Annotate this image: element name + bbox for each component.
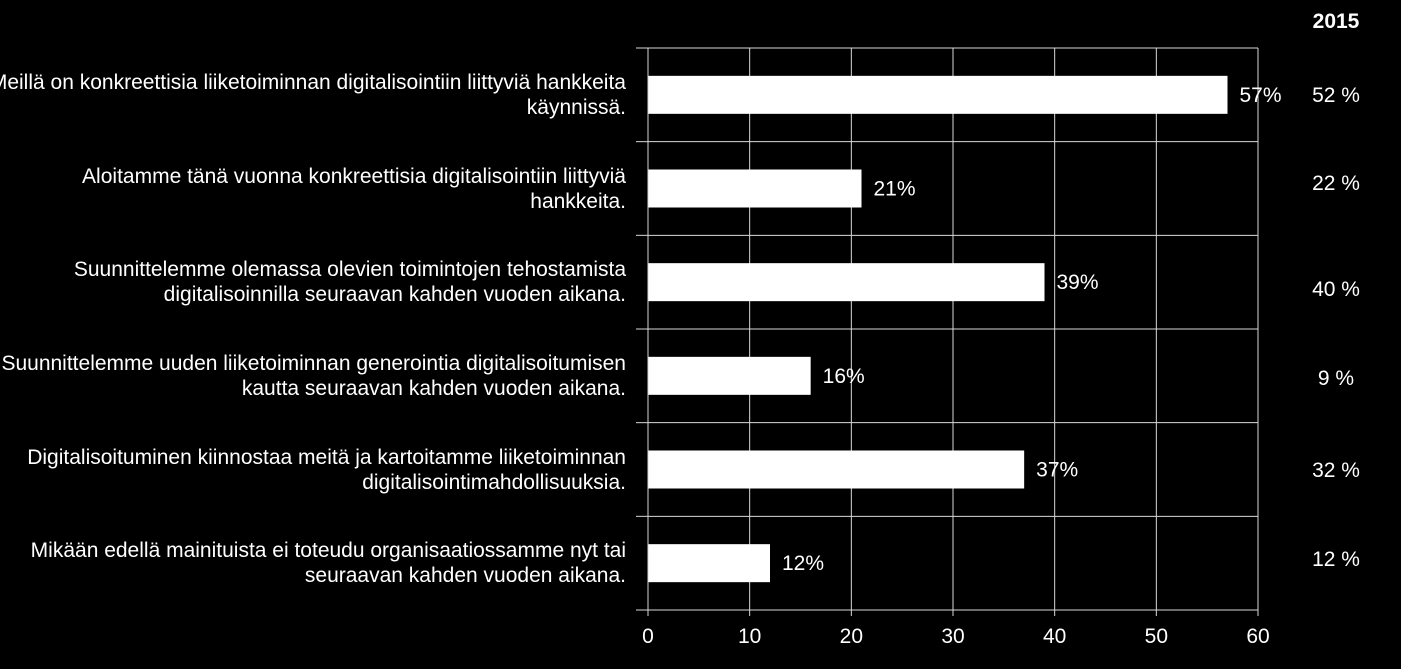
bar: [648, 263, 1045, 302]
bar: [648, 75, 1228, 114]
data-label: 39%: [1057, 271, 1099, 294]
category-label: Suunnittelemme olemassa olevien toiminto…: [73, 258, 626, 307]
x-tick-label: 30: [941, 625, 964, 648]
comparison-value: 40 %: [1312, 278, 1360, 301]
comparison-value: 9 %: [1317, 367, 1355, 390]
bar: [648, 450, 1025, 489]
bar: [648, 544, 770, 583]
x-tick-label: 10: [738, 625, 761, 648]
bar-layer: [648, 75, 1228, 583]
x-tick-label: 40: [1043, 625, 1066, 648]
data-label-layer: 57% 21% 39% 16% 37% 12%: [782, 84, 1282, 575]
data-label: 57%: [1240, 84, 1282, 107]
comparison-value: 22 %: [1312, 172, 1360, 195]
category-label: Suunnittelemme uuden liiketoiminnan gene…: [1, 351, 626, 400]
grid-layer: [648, 47, 1259, 611]
x-tick-label: 60: [1246, 625, 1269, 648]
x-tick-label: 0: [642, 625, 654, 648]
data-label: 37%: [1036, 459, 1078, 482]
category-label: Meillä on konkreettisia liiketoiminnan d…: [0, 70, 626, 119]
bar: [648, 356, 811, 395]
x-tick-label: 50: [1145, 625, 1168, 648]
category-label: Aloitamme tänä vuonna konkreettisia digi…: [82, 164, 626, 213]
comparison-value: 52 %: [1312, 84, 1360, 107]
category-label: Mikään edellä mainituista ei toteudu org…: [30, 539, 626, 588]
data-label: 12%: [782, 552, 824, 575]
bar: [648, 169, 862, 208]
comparison-value: 12 %: [1312, 548, 1360, 571]
axis-layer: 0 10 20 30 40 50 60: [636, 47, 1270, 648]
data-label: 21%: [874, 178, 916, 201]
category-label: Digitalisoituminen kiinnostaa meitä ja k…: [27, 445, 626, 494]
comparison-value: 32 %: [1312, 459, 1360, 482]
x-tick-label: 20: [840, 625, 863, 648]
data-label: 16%: [823, 365, 865, 388]
comparison-column-header: 2015: [1312, 10, 1360, 33]
